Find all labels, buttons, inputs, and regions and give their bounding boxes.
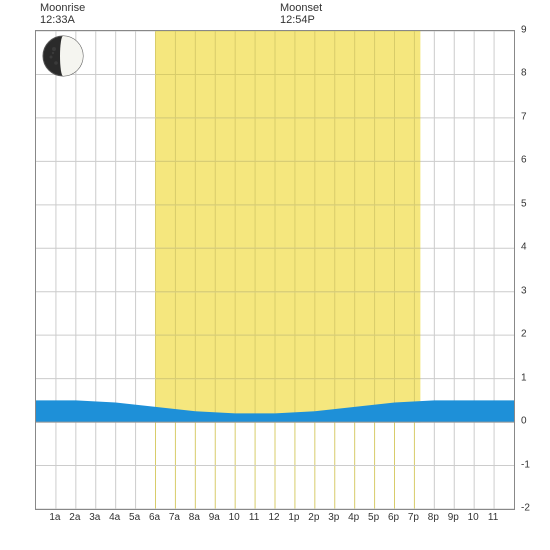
moon-phase-icon [42,35,84,77]
x-tick-label: 4a [109,512,120,523]
y-tick-label: 9 [521,25,527,36]
y-tick-label: 2 [521,329,527,340]
moonrise-block: Moonrise 12:33A [40,2,85,26]
x-tick-label: 6p [388,512,399,523]
x-tick-label: 10 [468,512,479,523]
y-tick-label: 6 [521,155,527,166]
x-tick-label: 7p [408,512,419,523]
moonrise-label: Moonrise [40,2,85,14]
tide-chart-container: Moonrise 12:33A Moonset 12:54P 1a 2a 3a 4a 5… [0,0,550,550]
x-tick-label: 2p [308,512,319,523]
y-tick-label: 3 [521,285,527,296]
x-tick-label: 3a [89,512,100,523]
moonset-block: Moonset 12:54P [280,2,322,26]
y-tick-label: 7 [521,111,527,122]
x-tick-label: 2a [69,512,80,523]
x-tick-label: 9p [448,512,459,523]
x-tick-label: 1p [288,512,299,523]
y-tick-label: 0 [521,416,527,427]
x-tick-label: 11 [249,512,259,523]
plot-area [35,30,515,510]
x-tick-label: 11 [488,512,498,523]
x-tick-label: 4p [348,512,359,523]
y-tick-label: 1 [521,372,527,383]
y-tick-label: 8 [521,68,527,79]
x-tick-label: 9a [209,512,220,523]
x-tick-label: 10 [229,512,240,523]
x-tick-label: 8a [189,512,200,523]
x-tick-label: 6a [149,512,160,523]
y-tick-label: -1 [521,459,530,470]
x-tick-label: 3p [328,512,339,523]
x-tick-label: 5p [368,512,379,523]
chart-svg [36,31,514,509]
y-tick-label: -2 [521,503,530,514]
moonset-time: 12:54P [280,14,322,26]
x-tick-label: 7a [169,512,180,523]
moonrise-time: 12:33A [40,14,85,26]
x-tick-label: 8p [428,512,439,523]
x-tick-label: 5a [129,512,140,523]
moonset-label: Moonset [280,2,322,14]
x-tick-label: 1a [49,512,60,523]
y-tick-label: 5 [521,198,527,209]
x-tick-label: 12 [268,512,279,523]
y-tick-label: 4 [521,242,527,253]
